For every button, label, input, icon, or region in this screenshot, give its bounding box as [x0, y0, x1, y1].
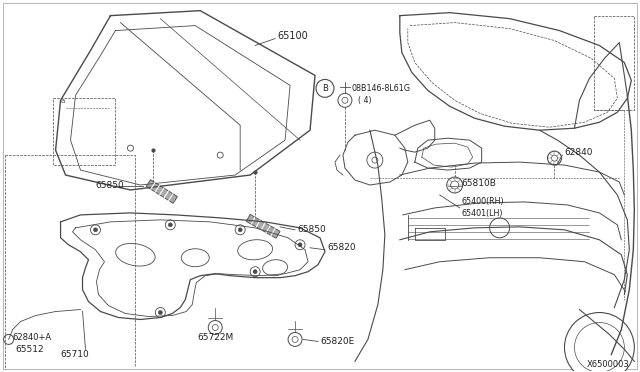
- Text: 62840: 62840: [564, 148, 593, 157]
- Circle shape: [208, 321, 222, 334]
- Ellipse shape: [262, 260, 287, 276]
- Circle shape: [547, 151, 561, 165]
- Circle shape: [156, 308, 165, 318]
- Circle shape: [372, 157, 378, 163]
- Text: 65400(RH): 65400(RH): [461, 198, 504, 206]
- Circle shape: [212, 324, 218, 330]
- Text: 65512: 65512: [15, 345, 44, 354]
- Text: 62840+A: 62840+A: [13, 333, 52, 342]
- Polygon shape: [246, 214, 280, 238]
- Circle shape: [298, 243, 302, 247]
- Text: 65850: 65850: [95, 182, 124, 190]
- Circle shape: [338, 93, 352, 107]
- Circle shape: [4, 334, 13, 344]
- Text: 65401(LH): 65401(LH): [461, 209, 503, 218]
- Circle shape: [165, 220, 175, 230]
- Circle shape: [316, 79, 334, 97]
- Circle shape: [490, 218, 509, 238]
- Circle shape: [367, 152, 383, 168]
- Text: 08B146-8L61G: 08B146-8L61G: [352, 84, 411, 93]
- Ellipse shape: [237, 240, 273, 260]
- Circle shape: [238, 228, 242, 232]
- Circle shape: [168, 223, 172, 227]
- Text: 65820: 65820: [327, 243, 356, 252]
- Circle shape: [295, 240, 305, 250]
- Text: B: B: [322, 84, 328, 93]
- Circle shape: [90, 225, 100, 235]
- Text: a: a: [61, 98, 65, 104]
- Text: 65722M: 65722M: [197, 333, 234, 342]
- Circle shape: [552, 155, 557, 161]
- Ellipse shape: [181, 249, 209, 267]
- Circle shape: [253, 270, 257, 274]
- Circle shape: [564, 312, 634, 372]
- Circle shape: [235, 225, 245, 235]
- Ellipse shape: [116, 243, 155, 266]
- Text: 65710: 65710: [61, 350, 90, 359]
- Circle shape: [217, 152, 223, 158]
- Text: 65100: 65100: [277, 31, 308, 41]
- Text: 65850: 65850: [297, 225, 326, 234]
- Circle shape: [575, 323, 625, 372]
- Text: 65810B: 65810B: [461, 179, 497, 187]
- Text: 65820E: 65820E: [320, 337, 355, 346]
- Text: X6500003: X6500003: [587, 360, 629, 369]
- Circle shape: [447, 177, 463, 193]
- Circle shape: [288, 333, 302, 346]
- Circle shape: [451, 181, 459, 189]
- Circle shape: [93, 228, 97, 232]
- Circle shape: [127, 145, 133, 151]
- Circle shape: [342, 97, 348, 103]
- Circle shape: [250, 267, 260, 277]
- Polygon shape: [147, 180, 177, 203]
- Text: ( 4): ( 4): [358, 96, 372, 105]
- Circle shape: [158, 311, 163, 314]
- Circle shape: [292, 336, 298, 342]
